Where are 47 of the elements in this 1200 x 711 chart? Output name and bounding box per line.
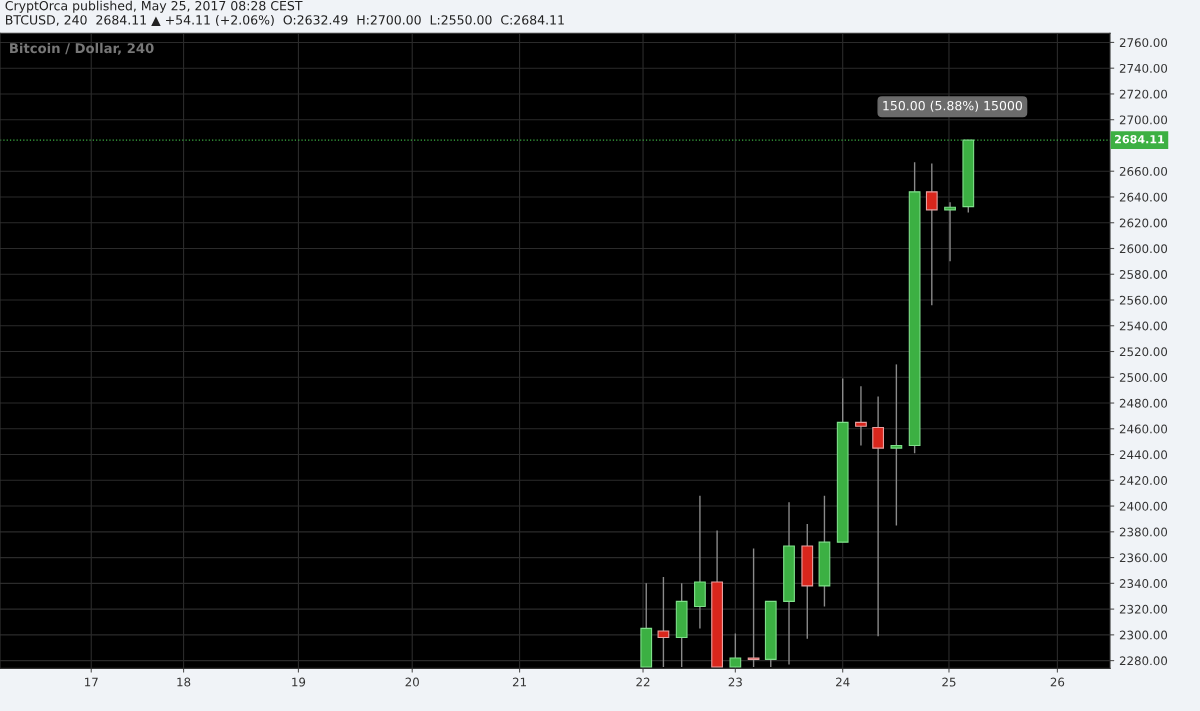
ref-line-label: 2684.11 — [1115, 134, 1165, 144]
chart-subtitle: BTCUSD, 240 2684.11 ▲ +54.11 (+2.06%) O:2632.49 H:2700.00 L:2550.00 C:2684.11 — [6, 14, 564, 27]
x-tick-label: 20 — [405, 677, 419, 687]
y-tick-label: 2320.00 — [1119, 604, 1168, 614]
x-tick-label: 24 — [836, 677, 850, 687]
text: CryptOrca published, May 25, 2017 08:28 CEST — [5, 0, 303, 13]
x-tick-label: 21 — [512, 677, 526, 687]
y-tick-label: 2520.00 — [1119, 347, 1168, 357]
candlestick — [729, 632, 742, 668]
candlestick — [657, 576, 670, 668]
y-tick-label: 2440.00 — [1119, 450, 1168, 460]
y-tick-label: 2760.00 — [1119, 38, 1168, 48]
y-tick-label: 2460.00 — [1119, 424, 1168, 434]
y-tick-label: 2420.00 — [1119, 476, 1168, 485]
y-tick-label: 2400.00 — [1119, 501, 1168, 511]
candlestick — [890, 363, 903, 527]
y-tick-label: 2600.00 — [1119, 244, 1168, 254]
x-tick-label: 22 — [636, 677, 650, 687]
annotation: 150.00 (5.88%) 15000 — [883, 100, 1023, 112]
x-tick-label: 23 — [728, 677, 742, 687]
candlestick — [944, 201, 956, 263]
y-tick-label: 2500.00 — [1119, 373, 1168, 382]
y-tick-label: 2340.00 — [1119, 579, 1168, 588]
x-tick-label: 17 — [85, 677, 98, 687]
y-tick-label: 2280.00 — [1119, 656, 1168, 666]
y-tick-label: 2480.00 — [1119, 398, 1168, 408]
candlestick — [872, 395, 885, 637]
candlestick — [747, 547, 760, 668]
candlestick — [855, 385, 867, 447]
x-tick-label: 18 — [177, 677, 191, 687]
y-tick-label: 2640.00 — [1119, 192, 1168, 202]
y-tick-label: 2540.00 — [1119, 321, 1168, 331]
y-tick-label: 2380.00 — [1119, 527, 1168, 537]
text: Bitcoin / Dollar, 240 — [10, 42, 154, 55]
y-tick-label: 2660.00 — [1119, 166, 1168, 176]
y-tick-label: 2580.00 — [1119, 269, 1168, 279]
x-tick-label: 25 — [942, 677, 956, 687]
candlestick — [925, 162, 938, 306]
y-tick-label: 2300.00 — [1119, 630, 1168, 640]
x-tick-label: 19 — [292, 677, 306, 687]
y-tick-label: 2720.00 — [1119, 89, 1168, 99]
y-tick-label: 2560.00 — [1119, 295, 1168, 305]
y-tick-label: 2360.00 — [1119, 553, 1168, 563]
y-tick-label: 2700.00 — [1119, 115, 1168, 125]
y-tick-label: 2740.00 — [1119, 63, 1168, 73]
y-tick-label: 2620.00 — [1119, 218, 1168, 228]
x-tick-label: 26 — [1050, 677, 1065, 687]
